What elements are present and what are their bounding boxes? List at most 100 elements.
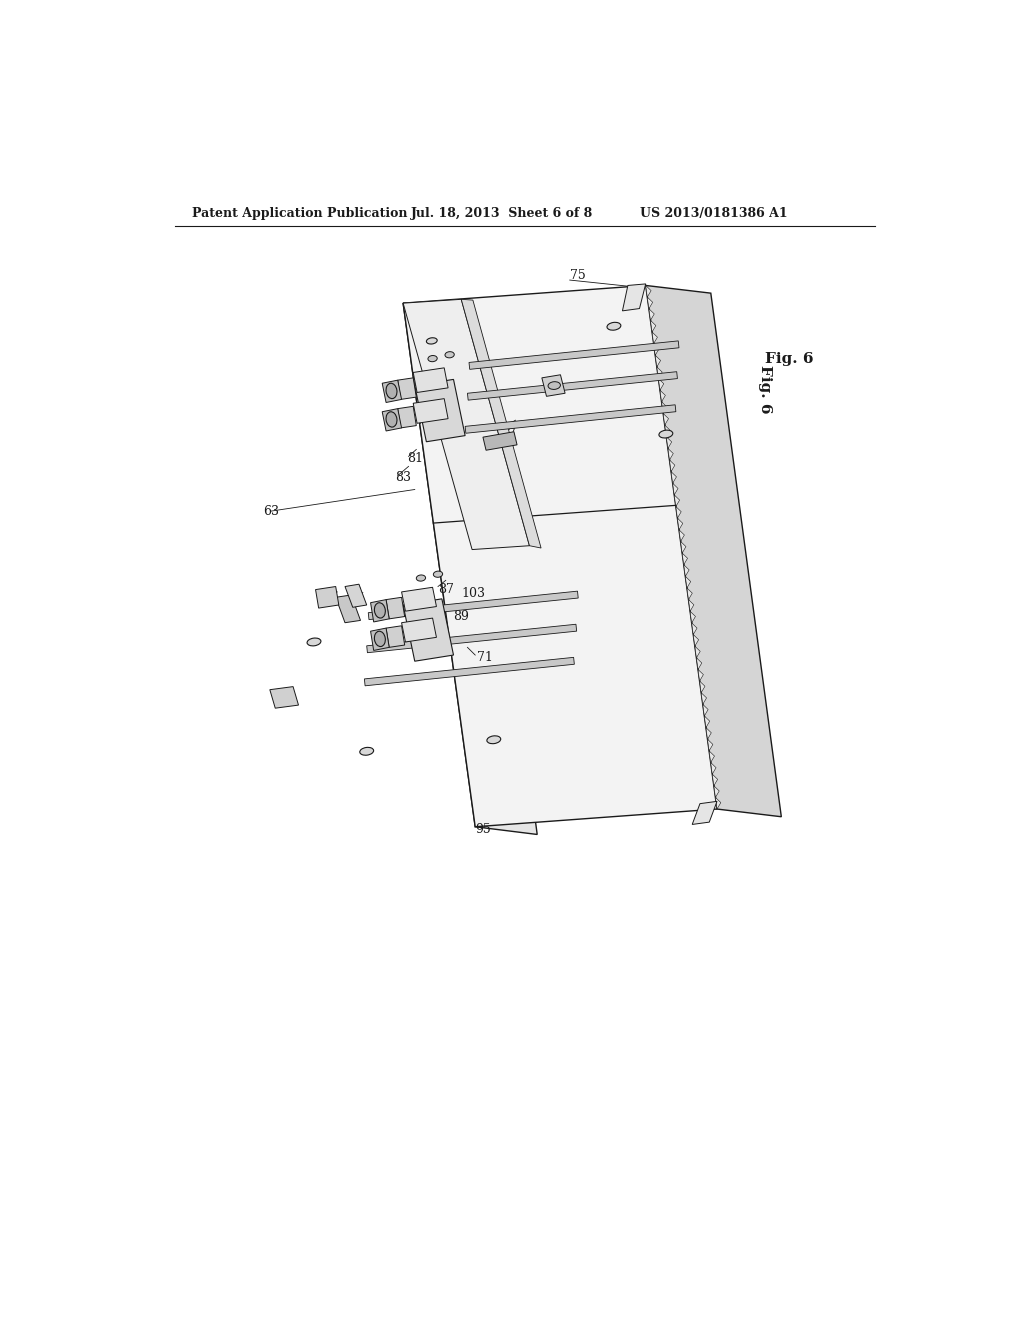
Text: Patent Application Publication: Patent Application Publication: [191, 207, 408, 220]
Polygon shape: [668, 449, 674, 459]
Ellipse shape: [607, 322, 621, 330]
Text: 101: 101: [414, 594, 437, 607]
Text: 91: 91: [406, 620, 421, 634]
Text: 69: 69: [392, 383, 409, 396]
Polygon shape: [664, 413, 669, 425]
Polygon shape: [650, 321, 655, 333]
Polygon shape: [691, 623, 697, 635]
Ellipse shape: [426, 338, 437, 345]
Polygon shape: [702, 705, 709, 715]
Polygon shape: [696, 657, 701, 669]
Polygon shape: [403, 300, 529, 549]
Polygon shape: [705, 715, 710, 727]
Polygon shape: [673, 483, 678, 495]
Polygon shape: [708, 739, 713, 751]
Text: 95: 95: [475, 824, 490, 837]
Text: 67: 67: [461, 437, 477, 450]
Ellipse shape: [658, 430, 673, 438]
Text: 75: 75: [569, 269, 586, 282]
Polygon shape: [542, 375, 565, 396]
Polygon shape: [414, 399, 449, 424]
Polygon shape: [665, 425, 670, 437]
Ellipse shape: [359, 747, 374, 755]
Polygon shape: [403, 285, 717, 826]
Polygon shape: [315, 586, 339, 609]
Polygon shape: [659, 391, 666, 401]
Polygon shape: [713, 774, 718, 785]
Polygon shape: [662, 401, 667, 413]
Polygon shape: [397, 378, 417, 400]
Text: 35: 35: [349, 593, 365, 606]
Polygon shape: [646, 285, 781, 817]
Polygon shape: [688, 599, 694, 611]
Polygon shape: [623, 284, 646, 312]
Ellipse shape: [375, 603, 385, 618]
Ellipse shape: [417, 576, 426, 581]
Polygon shape: [674, 495, 680, 507]
Polygon shape: [681, 541, 686, 553]
Polygon shape: [397, 407, 417, 428]
Text: Fig. 6: Fig. 6: [765, 351, 813, 366]
Text: 83: 83: [395, 471, 412, 484]
Polygon shape: [461, 300, 541, 548]
Polygon shape: [670, 459, 675, 471]
Polygon shape: [401, 618, 436, 642]
Text: 75: 75: [425, 403, 440, 416]
Polygon shape: [403, 304, 538, 834]
Polygon shape: [270, 686, 299, 708]
Polygon shape: [692, 801, 717, 825]
Polygon shape: [693, 635, 698, 647]
Polygon shape: [345, 585, 367, 607]
Text: US 2013/0181386 A1: US 2013/0181386 A1: [640, 207, 787, 220]
Text: 87: 87: [438, 583, 454, 597]
Polygon shape: [676, 507, 681, 519]
Ellipse shape: [386, 383, 397, 399]
Text: 73: 73: [417, 413, 433, 426]
Text: 77: 77: [500, 428, 516, 441]
Text: 95: 95: [411, 643, 427, 656]
Polygon shape: [709, 751, 715, 763]
Polygon shape: [646, 285, 651, 297]
Text: Fig. 6: Fig. 6: [758, 364, 772, 413]
Ellipse shape: [375, 631, 385, 647]
Polygon shape: [690, 611, 695, 623]
Polygon shape: [658, 379, 664, 391]
Polygon shape: [649, 309, 654, 321]
Text: 81: 81: [407, 453, 423, 465]
Polygon shape: [371, 628, 389, 651]
Text: Jul. 18, 2013  Sheet 6 of 8: Jul. 18, 2013 Sheet 6 of 8: [411, 207, 593, 220]
Polygon shape: [684, 565, 689, 577]
Polygon shape: [706, 727, 712, 739]
Polygon shape: [716, 797, 721, 809]
Polygon shape: [667, 437, 672, 449]
Polygon shape: [678, 519, 683, 529]
Text: 63: 63: [263, 504, 280, 517]
Polygon shape: [367, 624, 577, 652]
Polygon shape: [671, 471, 677, 483]
Polygon shape: [414, 368, 449, 392]
Polygon shape: [403, 599, 454, 661]
Ellipse shape: [445, 351, 455, 358]
Ellipse shape: [548, 381, 560, 389]
Text: 31: 31: [489, 455, 505, 469]
Polygon shape: [336, 595, 360, 623]
Ellipse shape: [386, 412, 397, 428]
Polygon shape: [652, 333, 657, 343]
Polygon shape: [386, 597, 404, 619]
Polygon shape: [656, 367, 663, 379]
Polygon shape: [401, 587, 436, 611]
Ellipse shape: [428, 355, 437, 362]
Polygon shape: [415, 379, 465, 442]
Polygon shape: [467, 372, 678, 400]
Polygon shape: [386, 626, 404, 647]
Polygon shape: [698, 669, 703, 681]
Text: 71: 71: [477, 651, 493, 664]
Polygon shape: [711, 763, 716, 774]
Polygon shape: [682, 553, 687, 565]
Polygon shape: [382, 409, 401, 430]
Polygon shape: [687, 587, 692, 599]
Polygon shape: [679, 529, 684, 541]
Text: 97: 97: [322, 593, 338, 606]
Ellipse shape: [433, 572, 442, 577]
Polygon shape: [469, 341, 679, 370]
